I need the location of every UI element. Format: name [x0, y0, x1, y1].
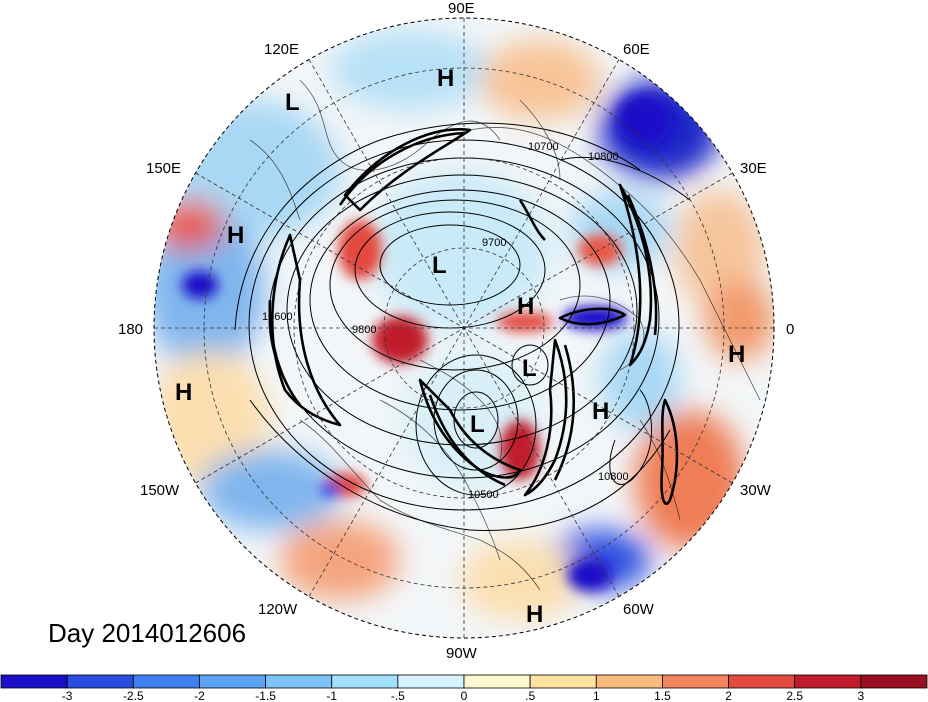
lon-label-90w: 90W	[446, 645, 478, 662]
colorbar-box	[199, 674, 266, 689]
colorbar-tick-label: .5	[525, 689, 535, 702]
lon-label-0: 0	[786, 321, 794, 338]
lon-label-30w: 30W	[740, 482, 772, 499]
colorbar-tick-label: 0	[461, 689, 468, 702]
colorbar-tick-label: 1.5	[654, 689, 671, 702]
colorbar-box	[662, 674, 729, 689]
colorbar-tick-label: -1	[326, 689, 337, 702]
colorbar-tick-label: -2.5	[123, 689, 144, 702]
colorbar-tick-label: -1.5	[255, 689, 276, 702]
contour-label: 9700	[482, 237, 506, 249]
lon-label-150e: 150E	[146, 160, 181, 177]
lon-label-120w: 120W	[258, 601, 298, 618]
high-pressure-marker: H	[592, 398, 609, 425]
low-pressure-marker: L	[285, 89, 300, 116]
colorbar-box	[529, 674, 597, 689]
contour-label-group: 10700 10800 9700 9800 10800 10500 10600	[262, 141, 629, 501]
low-pressure-marker: L	[470, 411, 485, 438]
contour-label: 10800	[588, 151, 619, 163]
lon-label-60e: 60E	[623, 41, 650, 58]
colorbar-box	[728, 674, 796, 689]
colorbar-tick-label: -3	[62, 689, 73, 702]
colorbar: -3 -2.5 -2 -1.5 -1 -.5 0 .5 1 1.5 2 2.5 3	[0, 674, 928, 702]
map-border	[153, 17, 775, 639]
high-pressure-marker: H	[526, 601, 543, 628]
contour-label: 10800	[598, 471, 629, 483]
low-pressure-marker: L	[522, 355, 537, 382]
lon-label-30e: 30E	[740, 160, 767, 177]
lon-label-150w: 150W	[140, 482, 180, 499]
contour-label: 9800	[352, 324, 376, 336]
colorbar-tick-label: 2.5	[786, 689, 803, 702]
map-title: Day 2014012606	[48, 618, 247, 648]
colorbar-box	[331, 674, 399, 689]
contour-label: 10600	[262, 311, 293, 323]
contour-label: 10700	[528, 141, 559, 153]
colorbar-tick-label: -.5	[391, 689, 405, 702]
lon-label-120e: 120E	[264, 41, 299, 58]
colorbar-box	[132, 674, 200, 689]
colorbar-tick-label: 3	[858, 689, 865, 702]
colorbar-tick-label: 1	[593, 689, 600, 702]
colorbar-box	[66, 674, 134, 689]
contour-label: 10500	[468, 489, 499, 501]
high-pressure-marker: H	[175, 379, 192, 406]
colorbar-box	[794, 674, 862, 689]
colorbar-box	[397, 674, 465, 689]
high-pressure-marker: H	[517, 293, 534, 320]
colorbar-box	[0, 674, 68, 689]
anomaly-shading	[154, 18, 774, 638]
low-pressure-marker: L	[432, 252, 447, 279]
lon-label-180: 180	[118, 321, 143, 338]
colorbar-boxes	[0, 674, 928, 689]
pressure-centers: H L H H L L H L H L H H H	[175, 65, 745, 628]
high-pressure-marker: H	[437, 65, 454, 92]
polar-map: 10700 10800 9700 9800 10800 10500 10600 …	[118, 0, 794, 662]
colorbar-box	[265, 674, 333, 689]
colorbar-box	[463, 674, 531, 689]
colorbar-tick-label: 2	[725, 689, 732, 702]
longitude-labels: 90E 60E 30E 0 30W 60W 90W 120W 150W 180 …	[118, 0, 794, 662]
high-pressure-marker: H	[227, 222, 244, 249]
high-pressure-marker: H	[728, 341, 745, 368]
lon-label-90e: 90E	[448, 0, 475, 17]
colorbar-box	[595, 674, 663, 689]
colorbar-tick-label: -2	[194, 689, 205, 702]
colorbar-ticks: -3 -2.5 -2 -1.5 -1 -.5 0 .5 1 1.5 2 2.5 3	[62, 689, 865, 702]
graticule	[154, 18, 774, 638]
lon-label-60w: 60W	[623, 601, 655, 618]
colorbar-box	[860, 674, 928, 689]
